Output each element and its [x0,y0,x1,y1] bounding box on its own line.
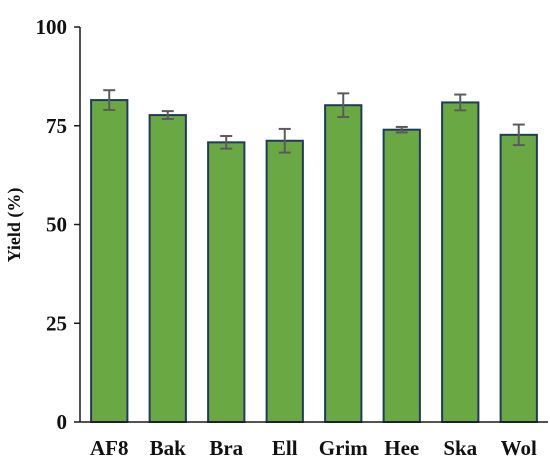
x-axis-tick-labels: AF8 Bak Bra Ell Grim Hee Ska Wol [90,436,537,460]
bar [441,101,480,423]
error-bar [454,93,467,112]
bars [90,99,538,424]
bar [265,139,304,423]
bar [382,128,421,423]
error-bar [512,123,525,147]
bar [324,104,363,424]
error-bars [103,89,525,154]
error-bar [103,89,116,111]
y-tick-label: 100 [36,15,68,39]
x-tick-label: Wol [501,436,537,460]
error-bar [337,92,350,119]
error-bar [395,125,408,134]
x-tick-label: Grim [319,436,368,460]
error-bar [278,127,291,154]
x-tick-label: Hee [384,436,419,460]
error-bar [220,135,233,150]
bar [90,99,129,423]
y-tick-label: 75 [46,114,67,138]
y-axis-title: Yield (%) [4,188,25,263]
y-axis-ticks: 0 25 50 75 100 [36,15,80,434]
x-tick-label: Ska [443,436,477,460]
bar [499,133,538,424]
x-tick-label: Bak [150,436,187,460]
y-tick-label: 0 [57,410,68,434]
x-tick-label: AF8 [90,436,129,460]
y-tick-label: 25 [46,311,67,335]
error-bar [161,110,174,121]
y-tick-label: 50 [46,213,67,237]
bar [148,114,187,424]
x-tick-label: Bra [209,436,243,460]
bar [207,141,246,423]
x-tick-label: Ell [272,436,298,460]
